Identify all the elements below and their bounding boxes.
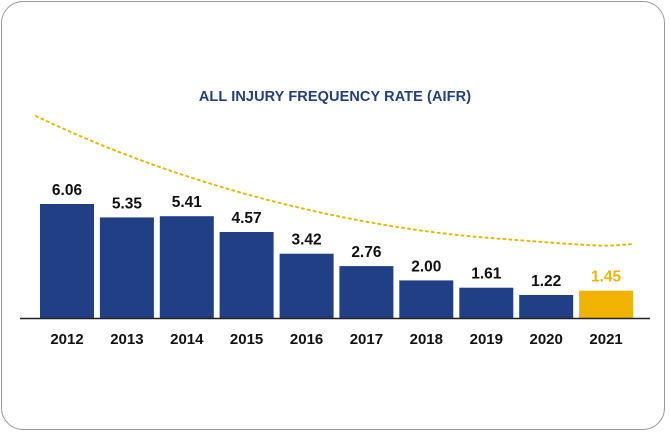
bar-2021	[579, 290, 634, 318]
value-label-2015: 4.57	[232, 210, 262, 227]
x-tick-label-2014: 2014	[170, 331, 204, 348]
value-label-2017: 2.76	[351, 244, 382, 261]
x-tick-label-2016: 2016	[290, 331, 323, 348]
value-label-2019: 1.61	[471, 266, 502, 283]
bar-2017	[339, 266, 394, 318]
bar-2020	[519, 295, 574, 318]
bar-2012	[40, 204, 94, 318]
bar-2013	[99, 217, 154, 318]
x-tick-label-2017: 2017	[350, 331, 383, 348]
trend-line	[35, 115, 636, 247]
bar-2019	[459, 287, 514, 318]
value-label-2016: 3.42	[292, 232, 322, 249]
x-tick-label-2018: 2018	[410, 331, 443, 348]
x-tick-label-2019: 2019	[470, 331, 503, 348]
x-tick-label-2015: 2015	[230, 331, 263, 348]
value-label-2012: 6.06	[52, 182, 83, 199]
value-label-2018: 2.00	[411, 258, 441, 275]
x-tick-label-2021: 2021	[589, 331, 622, 348]
bar-2018	[399, 280, 454, 318]
bar-2014	[159, 216, 214, 318]
value-label-2020: 1.22	[531, 273, 561, 290]
value-label-2014: 5.41	[172, 194, 203, 211]
value-label-2021: 1.45	[591, 269, 622, 286]
bar-2016	[279, 253, 334, 318]
bar-2015	[219, 232, 274, 318]
x-tick-label-2013: 2013	[110, 331, 143, 348]
x-tick-label-2020: 2020	[530, 331, 563, 348]
x-tick-label-2012: 2012	[50, 331, 83, 348]
chart-title: ALL INJURY FREQUENCY RATE (AIFR)	[198, 89, 472, 105]
value-label-2013: 5.35	[112, 195, 143, 212]
